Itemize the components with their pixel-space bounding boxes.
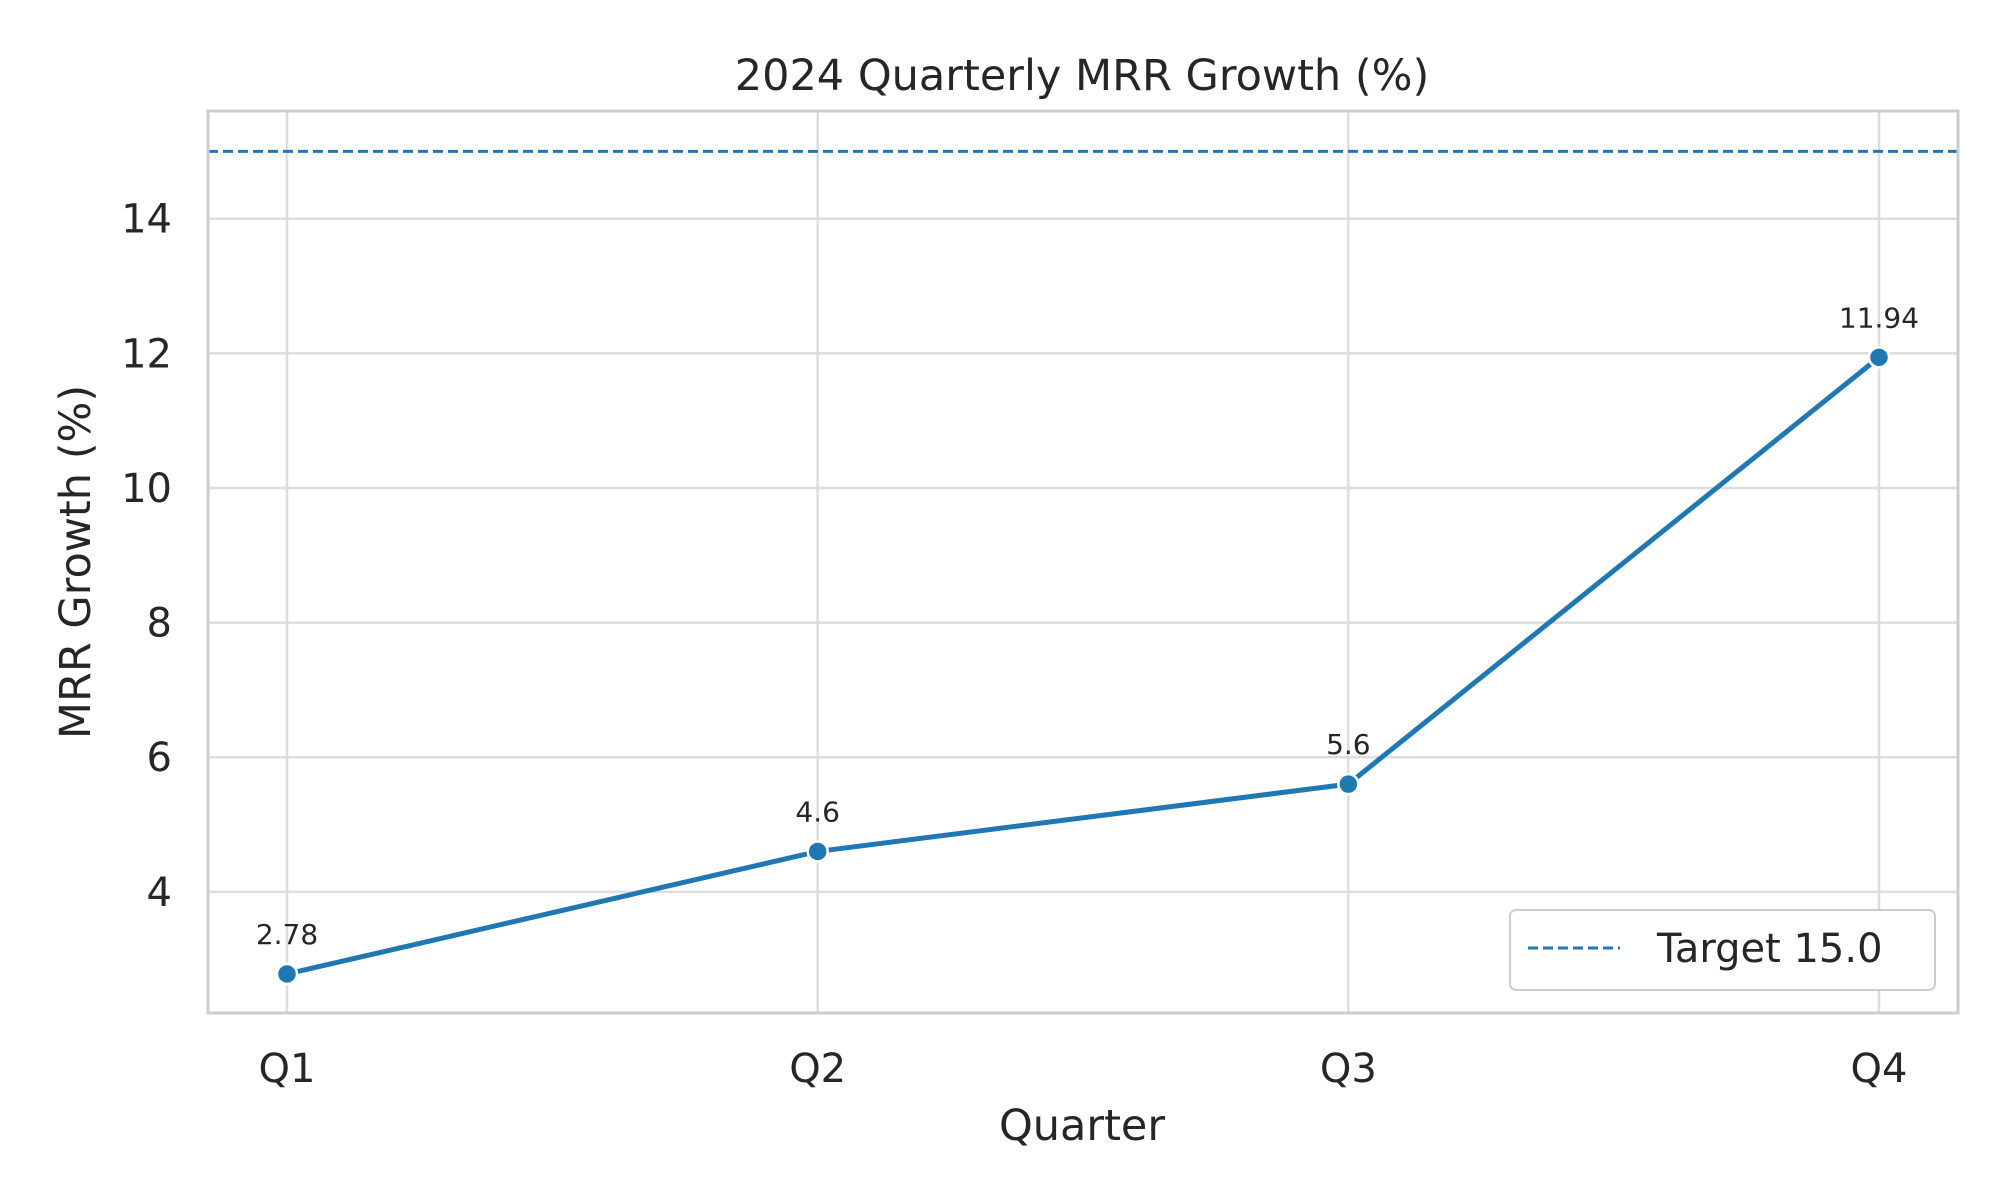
x-tick-label: Q2 xyxy=(789,1046,846,1092)
y-tick-label: 14 xyxy=(121,197,172,243)
data-label: 11.94 xyxy=(1839,301,1919,334)
x-ticks: Q1 Q2 Q3 Q4 xyxy=(259,1046,1908,1092)
data-label: 4.6 xyxy=(795,795,840,828)
plot-frame xyxy=(206,109,1960,1015)
legend-box xyxy=(1509,909,1936,991)
y-tick-label: 10 xyxy=(121,466,172,512)
data-point xyxy=(1867,346,1891,369)
x-tick-label: Q1 xyxy=(259,1046,316,1092)
data-label: 2.78 xyxy=(256,918,318,951)
y-tick-label: 12 xyxy=(121,331,172,377)
legend: Target 15.0 xyxy=(1509,909,1936,991)
x-tick-label: Q4 xyxy=(1851,1046,1908,1092)
points-layer xyxy=(275,346,1891,986)
data-point xyxy=(1337,772,1360,796)
data-point xyxy=(806,840,829,863)
y-ticks: 4 6 8 10 12 14 xyxy=(121,197,172,916)
legend-label: Target 15.0 xyxy=(1656,926,1883,972)
grid xyxy=(208,111,1958,1013)
series-layer xyxy=(284,354,1882,977)
x-axis-label: Quarter xyxy=(999,1101,1165,1151)
y-tick-label: 6 xyxy=(147,735,172,781)
y-tick-label: 8 xyxy=(147,601,172,647)
series-line xyxy=(284,354,1882,977)
data-labels-layer: 2.78 4.6 5.6 11.94 xyxy=(256,301,1919,951)
chart-title: 2024 Quarterly MRR Growth (%) xyxy=(735,51,1430,101)
y-axis-label: MRR Growth (%) xyxy=(51,385,101,739)
data-label: 5.6 xyxy=(1326,728,1371,761)
data-point xyxy=(275,962,299,986)
y-tick-label: 4 xyxy=(147,870,172,916)
x-tick-label: Q3 xyxy=(1320,1046,1377,1092)
